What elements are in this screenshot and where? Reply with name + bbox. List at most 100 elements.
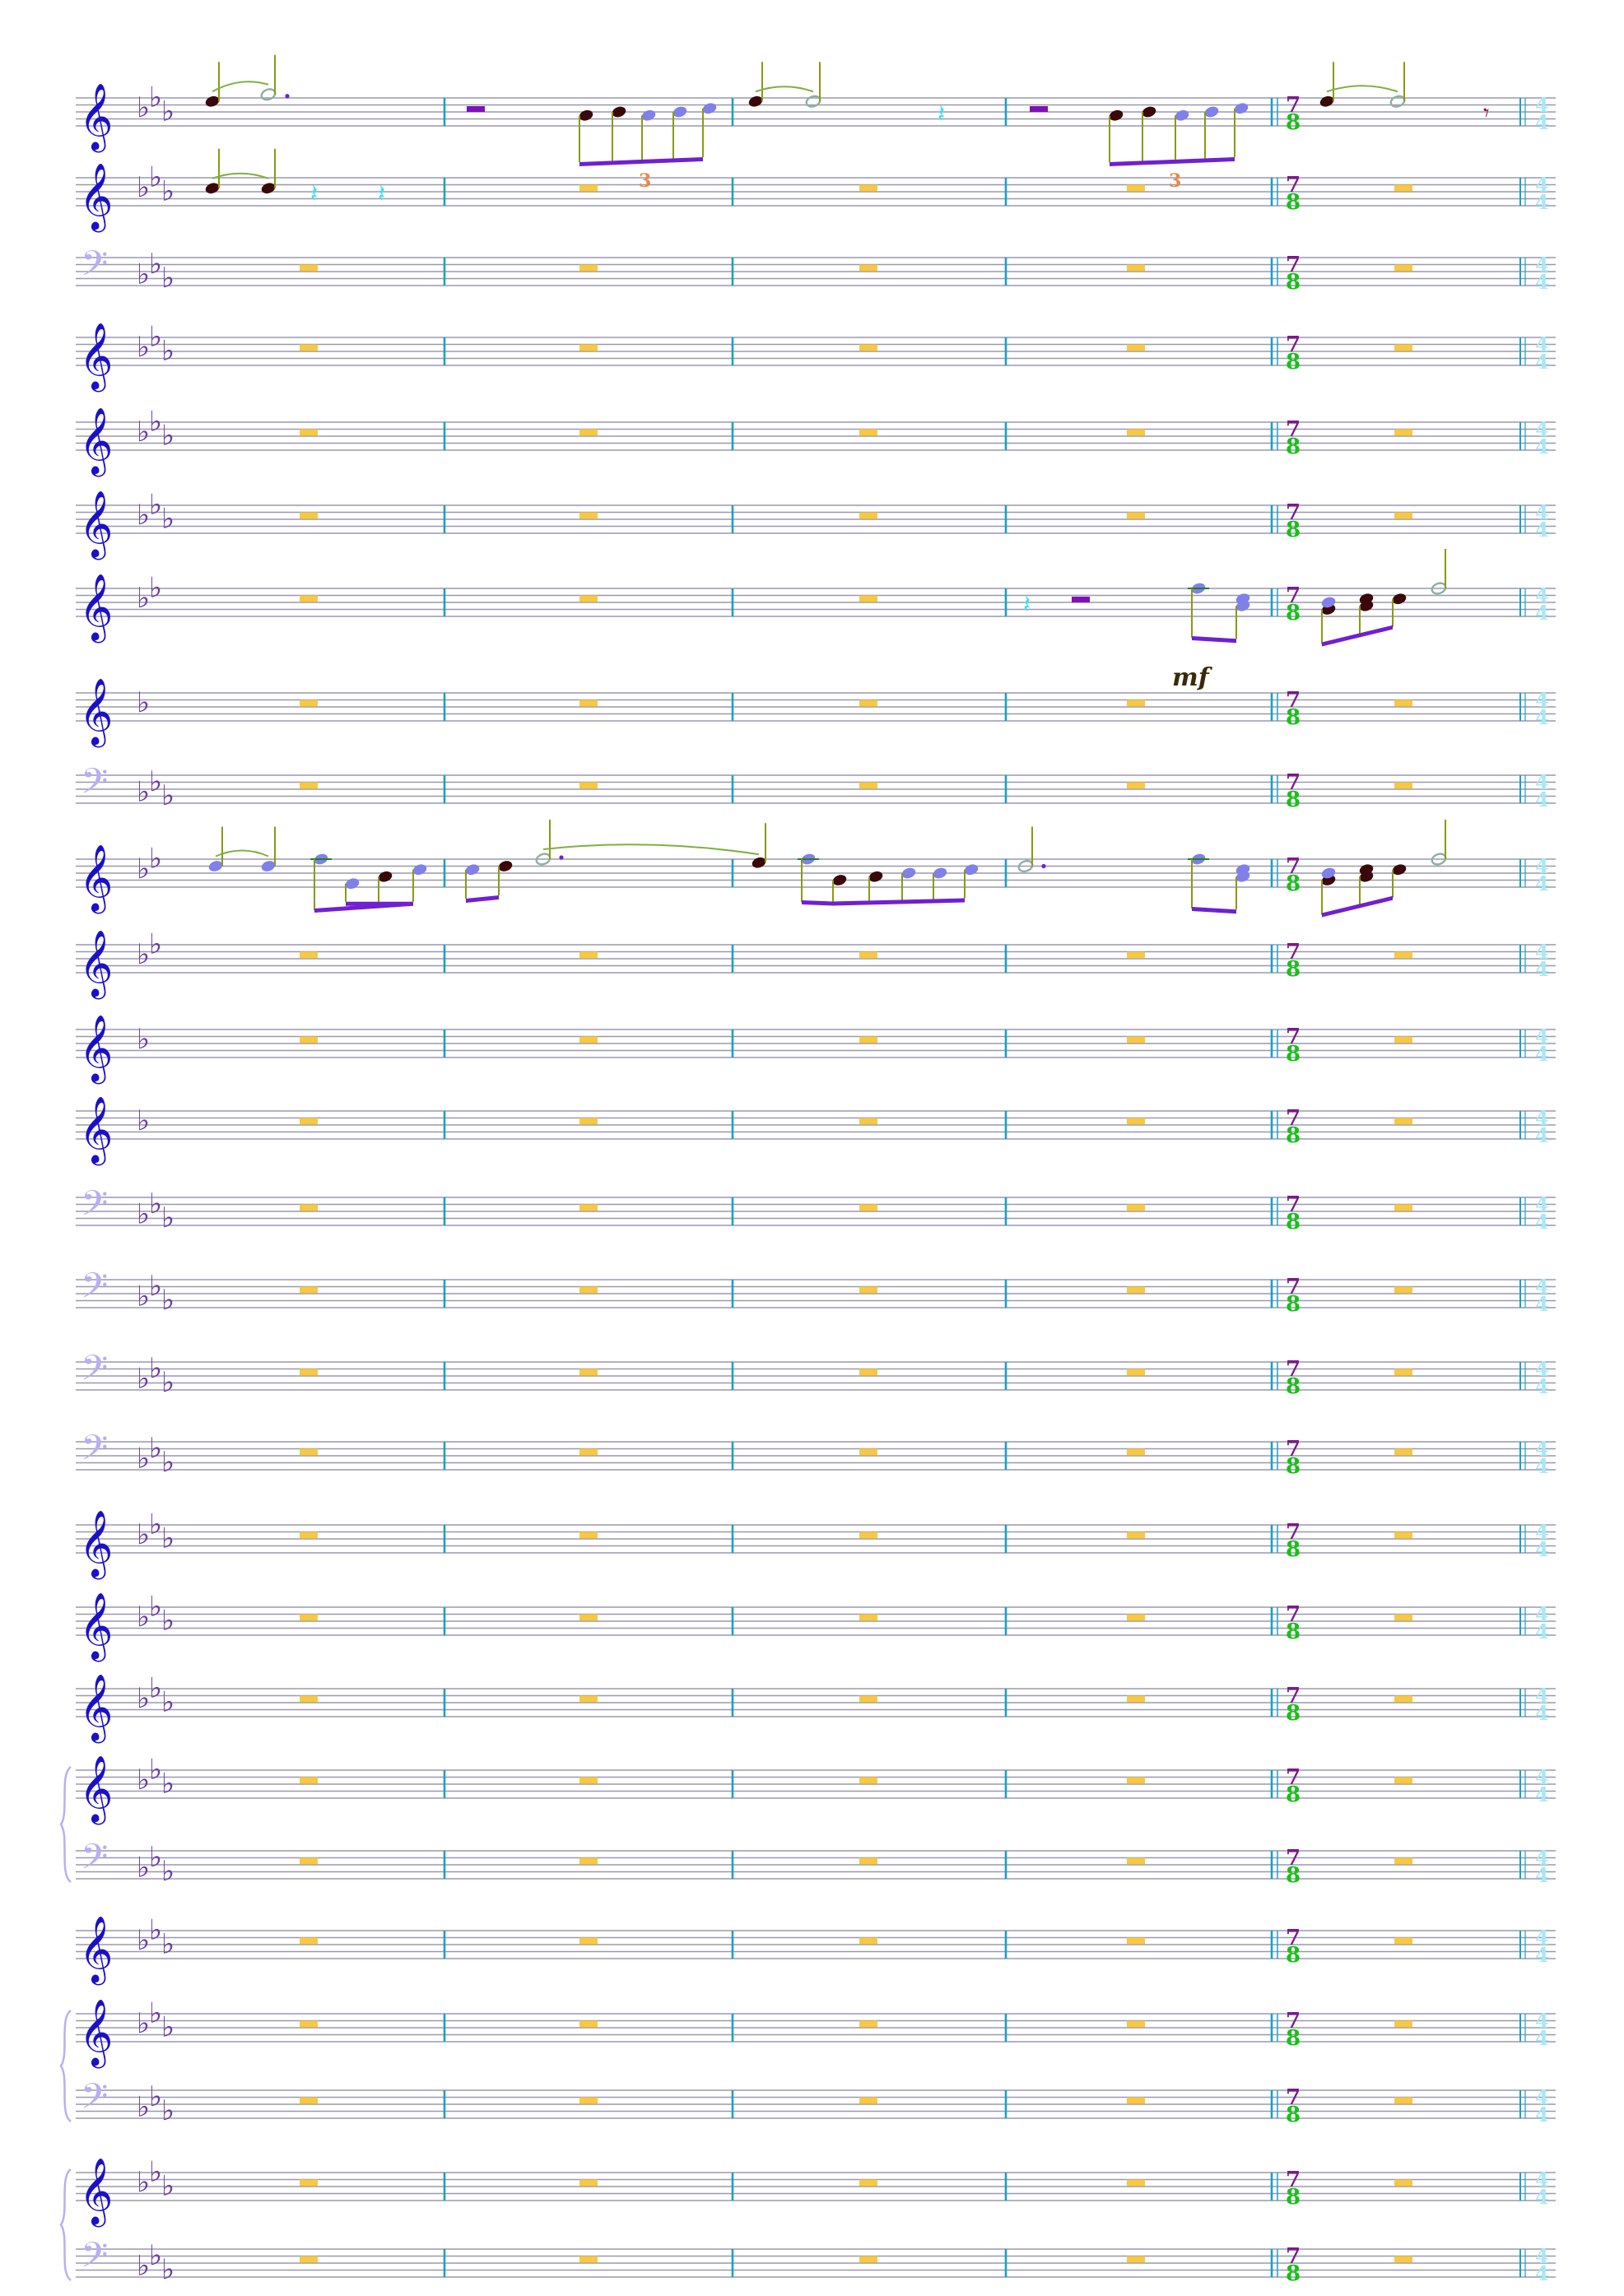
time-signature-denominator: 4 bbox=[1535, 1374, 1549, 1398]
time-signature-denominator: 8 bbox=[1286, 1042, 1301, 1067]
flat-icon: ♭ bbox=[149, 320, 162, 353]
note-head bbox=[205, 183, 220, 194]
treble-clef-icon: 𝄞 bbox=[79, 1592, 113, 1662]
treble-clef-icon: 𝄞 bbox=[79, 1915, 113, 1985]
time-signature-numerator: 7 bbox=[1286, 1437, 1301, 1462]
flat-icon: ♭ bbox=[137, 1682, 150, 1715]
whole-rest bbox=[579, 1448, 598, 1456]
treble-clef-icon: 𝄞 bbox=[79, 1095, 113, 1165]
whole-rest bbox=[579, 1614, 598, 1621]
whole-rest bbox=[1394, 1204, 1412, 1211]
bass-clef-icon: 𝄢 bbox=[81, 1428, 108, 1477]
bass-clef-icon: 𝄢 bbox=[81, 1266, 108, 1315]
flat-icon: ♭ bbox=[137, 416, 150, 449]
augmentation-dot bbox=[559, 855, 564, 860]
flat-icon: ♭ bbox=[149, 1590, 162, 1623]
time-signature-numerator: 7 bbox=[1286, 1846, 1301, 1871]
treble-clef-icon: 𝄞 bbox=[79, 1755, 113, 1824]
whole-rest bbox=[1394, 951, 1412, 959]
flat-icon: ♭ bbox=[149, 1188, 162, 1220]
time-signature-denominator: 4 bbox=[1535, 2103, 1549, 2126]
whole-rest bbox=[1127, 951, 1145, 959]
bass-clef-icon: 𝄢 bbox=[81, 2235, 108, 2284]
flat-icon: ♭ bbox=[161, 2010, 174, 2043]
beam bbox=[466, 895, 499, 903]
time-signature-numerator: 7 bbox=[1286, 2009, 1301, 2033]
beam bbox=[1322, 625, 1393, 647]
whole-rest bbox=[579, 2097, 598, 2104]
whole-rest bbox=[859, 1036, 877, 1043]
note-head bbox=[832, 875, 847, 885]
time-signature-denominator: 4 bbox=[1535, 705, 1549, 729]
time-signature-denominator: 8 bbox=[1286, 1210, 1301, 1234]
whole-rest bbox=[579, 1857, 598, 1865]
treble-clef-icon: 𝄞 bbox=[79, 322, 113, 392]
flat-icon: ♭ bbox=[137, 1104, 150, 1137]
note-head bbox=[498, 861, 513, 871]
note-head bbox=[1204, 106, 1219, 118]
time-signature-denominator: 8 bbox=[1286, 190, 1301, 215]
whole-rest bbox=[300, 699, 318, 707]
whole-rest bbox=[1394, 2179, 1412, 2187]
whole-rest bbox=[1394, 1448, 1412, 1456]
time-signature-denominator: 4 bbox=[1535, 1620, 1549, 1643]
flat-icon: ♭ bbox=[161, 1685, 174, 1718]
time-signature-denominator: 8 bbox=[1286, 1454, 1301, 1479]
time-signature-denominator: 8 bbox=[1286, 788, 1301, 812]
whole-rest bbox=[859, 2097, 877, 2104]
flat-icon: ♭ bbox=[137, 938, 150, 971]
flat-icon: ♭ bbox=[149, 842, 162, 875]
staff: 𝄞 ♭♭ 78 44 bbox=[76, 571, 1556, 643]
time-signature-denominator: 4 bbox=[1535, 2026, 1549, 2050]
note-head bbox=[205, 95, 220, 107]
slur bbox=[1326, 85, 1398, 93]
beam bbox=[1192, 907, 1236, 914]
note-head bbox=[261, 861, 276, 871]
slur bbox=[212, 172, 269, 179]
time-signature-denominator: 8 bbox=[1286, 1701, 1301, 1726]
note-head bbox=[378, 871, 393, 882]
flat-icon: ♭ bbox=[161, 1284, 174, 1317]
whole-rest bbox=[1127, 429, 1145, 436]
bass-clef-icon: 𝄢 bbox=[81, 1837, 108, 1886]
time-signature-denominator: 4 bbox=[1535, 190, 1549, 214]
whole-rest bbox=[1127, 1695, 1145, 1703]
time-signature-numerator: 4 bbox=[1535, 2168, 1549, 2191]
flat-icon: ♭ bbox=[137, 1852, 150, 1885]
note-head bbox=[1392, 864, 1407, 876]
time-signature-numerator: 4 bbox=[1535, 1192, 1549, 1216]
time-signature-numerator: 7 bbox=[1286, 1602, 1301, 1627]
flat-icon: ♭ bbox=[149, 1352, 162, 1385]
flat-icon: ♭ bbox=[137, 2166, 150, 2199]
whole-rest bbox=[1394, 2097, 1412, 2104]
time-signature-numerator: 4 bbox=[1535, 1602, 1549, 1626]
whole-rest bbox=[300, 512, 318, 519]
whole-rest bbox=[579, 1937, 598, 1945]
beam bbox=[1110, 157, 1235, 166]
whole-rest bbox=[300, 1695, 318, 1703]
flat-icon: ♭ bbox=[149, 1508, 162, 1541]
whole-rest bbox=[859, 2256, 877, 2263]
time-signature-denominator: 4 bbox=[1535, 1943, 1549, 1967]
time-signature-numerator: 4 bbox=[1535, 940, 1549, 964]
whole-rest bbox=[579, 1531, 598, 1539]
whole-rest bbox=[300, 1937, 318, 1945]
flat-icon: ♭ bbox=[137, 171, 150, 204]
flat-icon: ♭ bbox=[137, 1518, 150, 1551]
whole-rest bbox=[1127, 1777, 1145, 1784]
whole-rest bbox=[1394, 782, 1412, 789]
bass-clef-icon: 𝄢 bbox=[81, 761, 108, 811]
time-signature-numerator: 4 bbox=[1535, 1520, 1549, 1544]
treble-clef-icon: 𝄞 bbox=[79, 1673, 113, 1743]
time-signature-numerator: 7 bbox=[1286, 93, 1301, 118]
whole-rest bbox=[859, 1286, 877, 1294]
note-head bbox=[1234, 103, 1249, 114]
time-signature-numerator: 4 bbox=[1535, 1357, 1549, 1381]
whole-rest bbox=[859, 1118, 877, 1125]
